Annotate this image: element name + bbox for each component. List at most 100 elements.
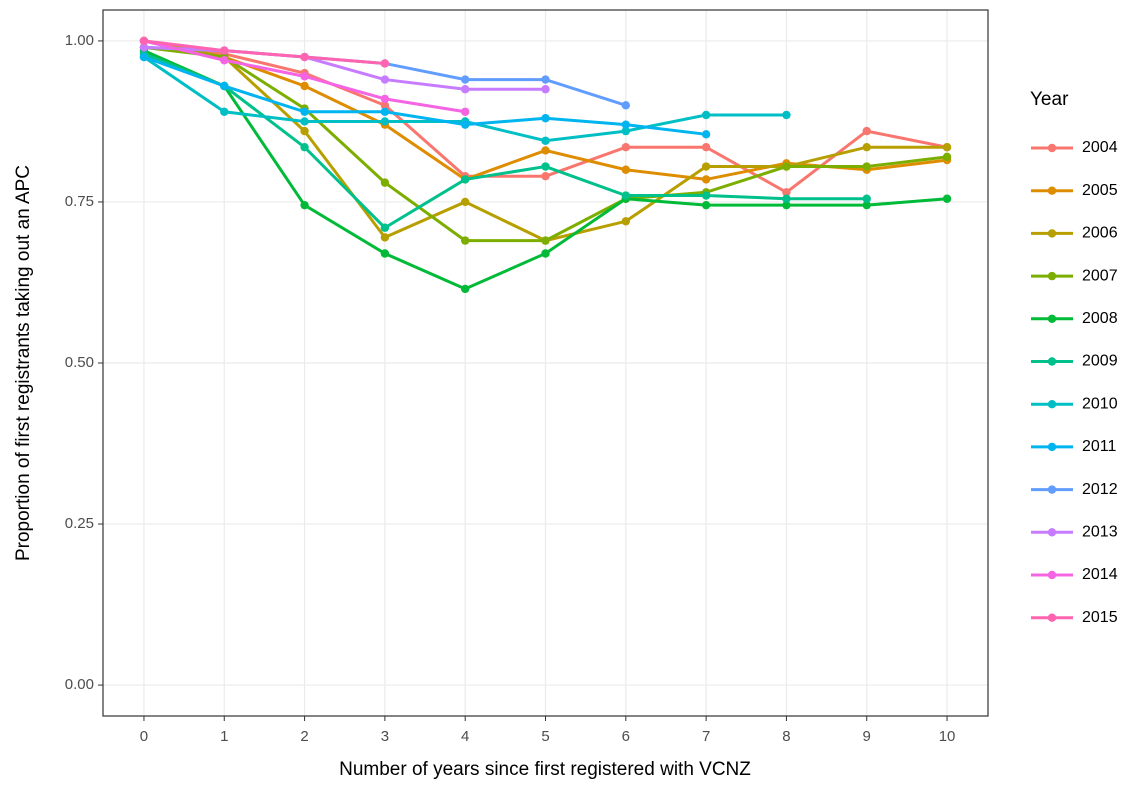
point [541,85,550,94]
point [862,162,871,171]
point [862,200,871,210]
legend-label: 2015 [1082,609,1118,626]
legend-key-point [1047,143,1057,153]
point [460,236,470,245]
point [782,162,791,171]
point [621,191,631,200]
point [380,75,390,84]
legend-title: Year [1030,89,1069,110]
point [621,101,631,110]
legend-label: 2014 [1082,566,1118,583]
legend-key-point [1047,528,1057,537]
legend-label: 2009 [1082,353,1118,370]
point [541,75,550,84]
point [942,194,952,203]
y-tick-label: 0.00 [65,676,94,693]
point [380,223,390,232]
point [300,52,309,62]
legend-key-point [1047,400,1057,409]
x-tick-label: 9 [863,728,871,745]
point [862,126,871,136]
point [621,143,631,152]
point [621,126,631,136]
point [460,284,470,294]
legend-label: 2008 [1082,310,1118,327]
point [300,126,309,136]
point [380,178,390,187]
point [300,72,309,81]
point [300,117,309,126]
point [862,143,871,152]
point [380,233,390,242]
point [782,188,791,197]
legend-key-point [1047,570,1057,580]
point [862,194,871,203]
x-tick-label: 2 [300,728,308,745]
point [541,146,550,155]
point [380,59,390,68]
point [300,143,309,152]
x-tick-label: 10 [939,728,956,745]
lines [139,36,952,294]
point [701,130,711,139]
point [220,81,229,91]
series-line [143,39,386,65]
point [380,107,390,116]
point [300,107,309,116]
x-tick-label: 1 [220,728,228,745]
point [782,110,791,120]
x-tick-label: 8 [782,728,790,745]
point [460,75,470,84]
x-tick-label: 7 [702,728,710,745]
point [460,197,470,207]
legend-key-point [1047,186,1057,195]
point [782,194,791,203]
point [139,36,149,46]
point [380,249,390,258]
x-tick-label: 3 [381,728,389,745]
legend-label: 2004 [1082,139,1118,156]
point [541,136,550,145]
point [701,175,711,184]
point [220,46,229,55]
legend-key-point [1047,442,1057,452]
legend-key-point [1047,271,1057,281]
x-tick-label: 0 [140,728,148,745]
point [460,175,470,184]
point [380,117,390,126]
point [621,217,631,226]
point [380,94,390,104]
point [541,236,550,245]
y-tick-label: 0.50 [65,354,94,371]
legend-key-point [1047,357,1057,366]
point [380,101,390,110]
point [300,81,309,91]
point [701,143,711,152]
point [541,171,550,181]
legend-key-point [1047,613,1057,622]
point [701,110,711,120]
y-tick-label: 0.75 [65,193,94,210]
y-tick-label: 1.00 [65,32,94,49]
point [541,162,550,171]
legend-label: 2006 [1082,225,1118,242]
x-axis-title: Number of years since first registered w… [339,759,751,780]
legend-label: 2013 [1082,524,1118,541]
point [300,200,309,210]
point [942,143,952,152]
x-tick-label: 5 [541,728,549,745]
legend-key-point [1047,314,1057,323]
legend-key-point [1047,229,1057,238]
y-tick-label: 0.25 [65,515,94,532]
point [220,56,229,65]
point [139,52,149,62]
legend-label: 2007 [1082,267,1118,284]
point [701,162,711,171]
point [460,85,470,94]
point [942,152,952,162]
point [220,107,229,116]
point [621,165,631,174]
legend: 2004 2005 2006 2007 2008 2009 2010 2011 2012 2013… [1031,139,1118,626]
